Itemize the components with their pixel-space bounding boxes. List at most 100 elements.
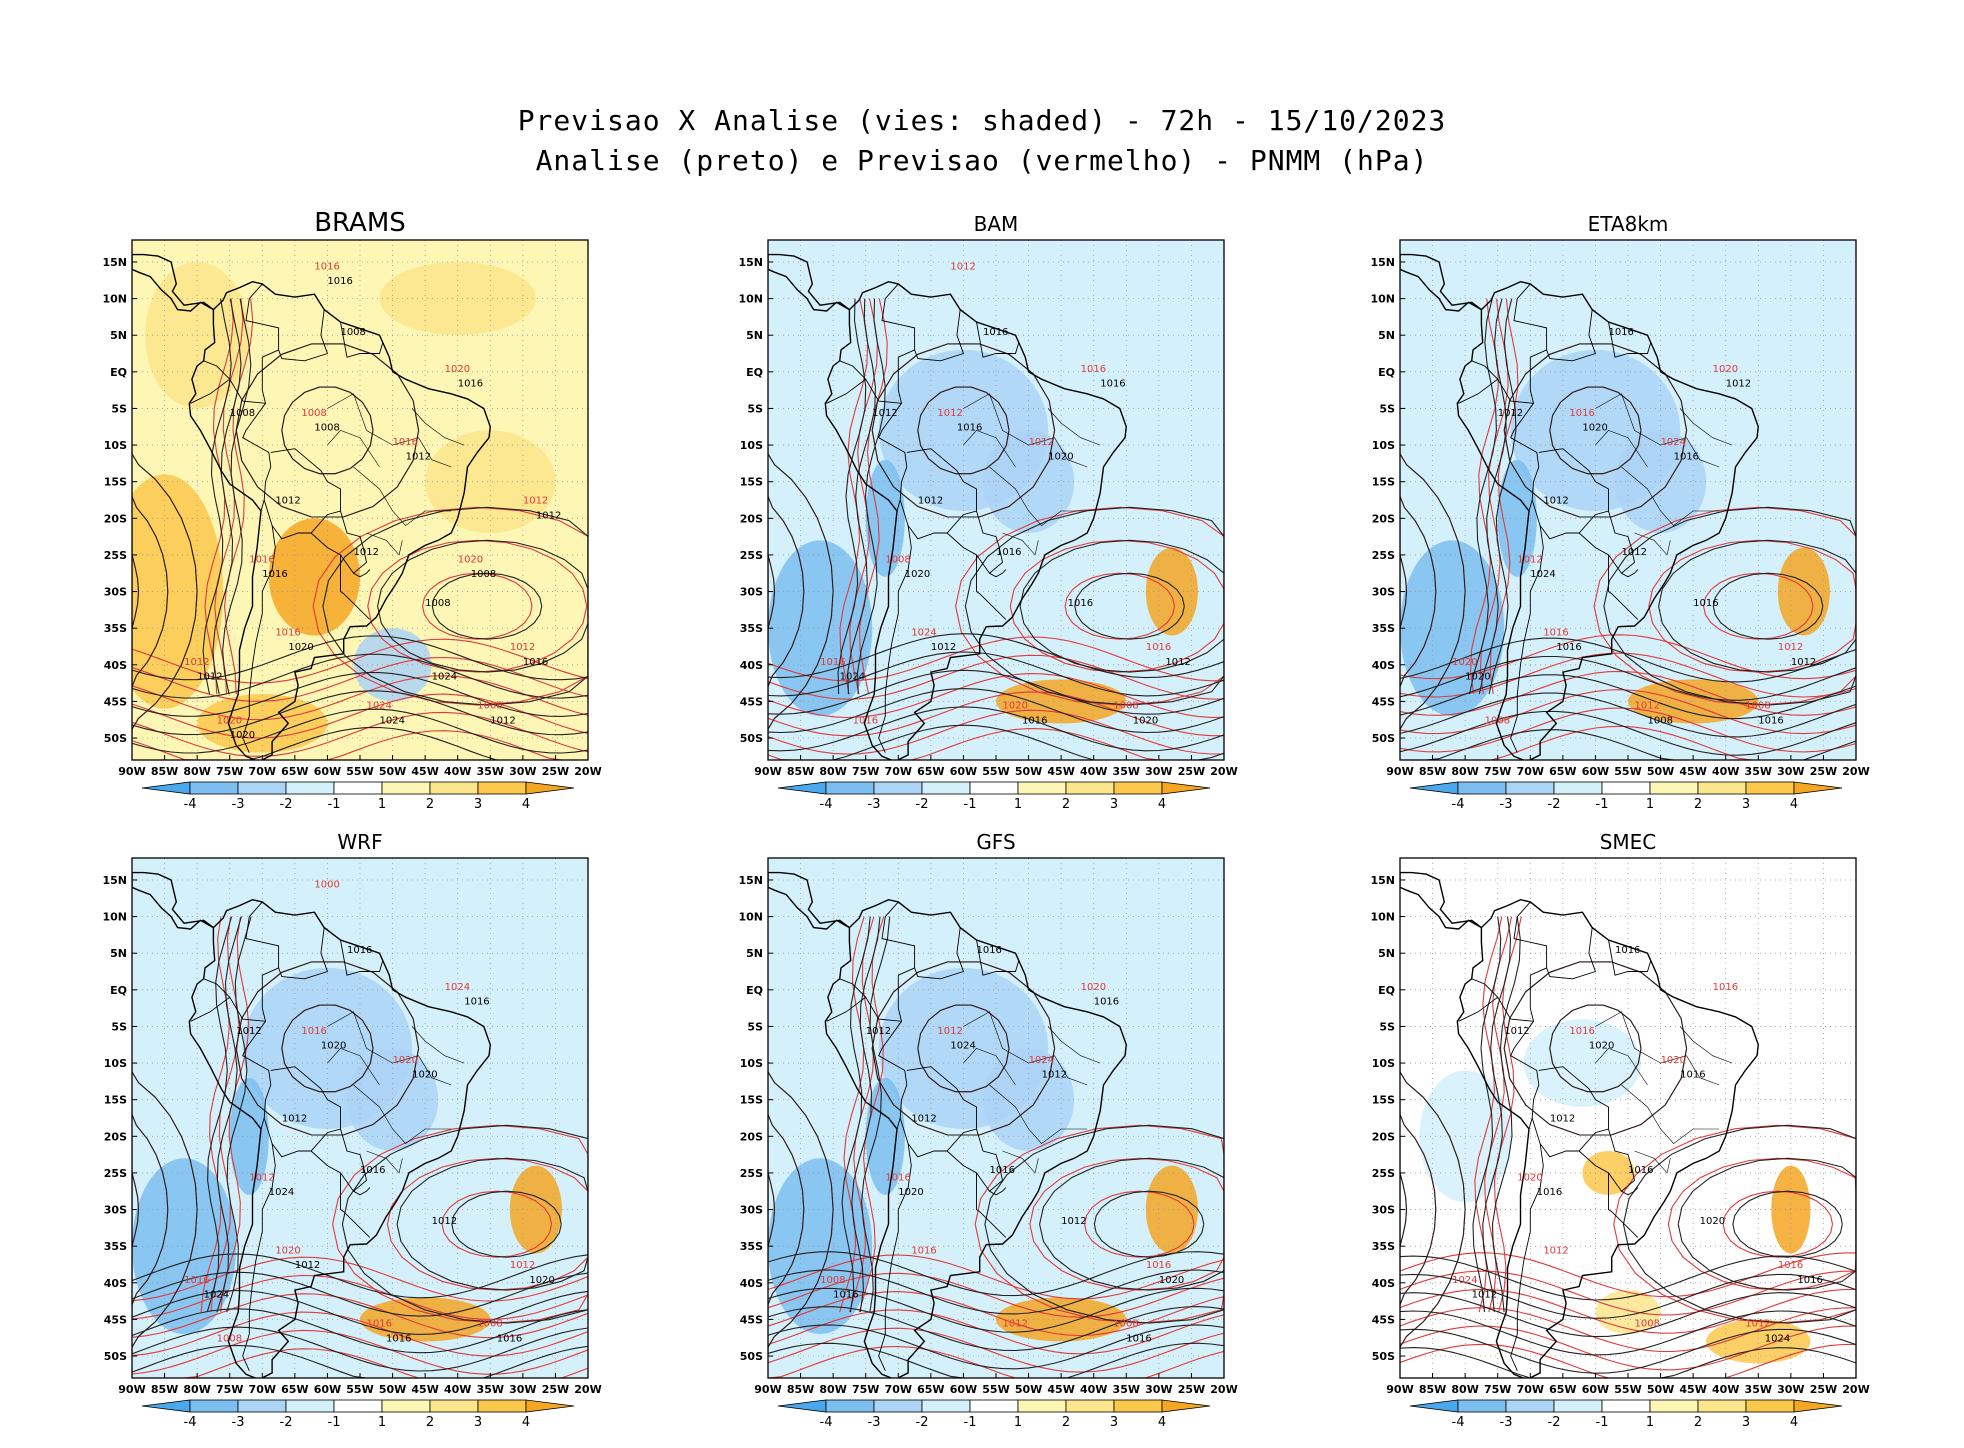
isobar-line [955, 506, 1224, 706]
lat-tick-label: 15N [102, 874, 127, 887]
map-svg: WRF 1016 1012 1012 1016 1012 1020 1016 1020 1024 1… [102, 830, 601, 1430]
isobar-line [1488, 298, 1517, 695]
lat-tick-label: EQ [110, 366, 127, 379]
colorbar-label: -3 [1500, 1415, 1513, 1430]
isobar-line [132, 635, 588, 681]
colorbar-label: 1 [1014, 1415, 1022, 1430]
isobar-line [1667, 1157, 1856, 1291]
isobar-line [1468, 298, 1497, 695]
isobar-line [367, 539, 588, 673]
colorbar-segment [1697, 781, 1747, 795]
country-border [242, 525, 276, 753]
lat-tick-label: 20S [1372, 1130, 1395, 1143]
isobar-line [1503, 343, 1688, 518]
country-border [976, 321, 1020, 358]
lon-tick-label: 75W [852, 765, 879, 778]
isobar-label-forecast: 1020 [458, 554, 483, 565]
colorbar-label: -4 [820, 797, 833, 812]
isobar-label-forecast: 1008 [1485, 715, 1510, 726]
lat-tick-label: 30S [740, 1204, 763, 1217]
colorbar-label: -4 [1452, 797, 1465, 812]
isobar-line [451, 1190, 562, 1258]
colorbar-segment [873, 781, 923, 795]
lat-tick-label: 5N [746, 947, 763, 960]
colorbar-extend-right [1161, 781, 1211, 795]
isobar-line [768, 669, 1224, 715]
isobar-line [200, 916, 230, 1313]
bias-shade [1400, 540, 1505, 717]
colorbar-label: 2 [426, 1415, 434, 1430]
panel-title: WRF [337, 830, 382, 854]
lat-tick-label: 5S [111, 1020, 127, 1033]
lon-tick-label: 85W [151, 765, 178, 778]
lat-tick-label: 25S [104, 1167, 127, 1180]
isobar-label-forecast: 1012 [1003, 1319, 1028, 1330]
state-border [366, 532, 403, 556]
isobar-label-analysis: 1012 [1621, 547, 1646, 558]
isobar-label-analysis: 1016 [1615, 945, 1640, 956]
lat-tick-label: 45S [104, 1313, 127, 1326]
isobar-line [847, 298, 876, 695]
isobar-line [849, 298, 878, 695]
colorbar-label: 1 [1646, 797, 1654, 812]
isobar-label-forecast: 1020 [393, 1055, 418, 1066]
colorbar-label: -1 [964, 1415, 977, 1430]
isobar-line [768, 724, 1224, 760]
isobar-label-analysis: 1020 [1048, 452, 1073, 463]
lat-tick-label: 5S [1379, 1020, 1395, 1033]
isobar-line [768, 706, 1224, 752]
isobar-label-forecast: 1012 [1778, 642, 1803, 653]
lon-tick-label: 30W [509, 765, 536, 778]
lat-tick-label: 20S [1372, 512, 1395, 525]
isobar-label-analysis: 1020 [1589, 1040, 1614, 1051]
bias-shade [197, 694, 328, 753]
isobar-label-forecast: 1012 [510, 642, 535, 653]
isobar-line [768, 651, 1224, 697]
colorbar-label: -3 [232, 1415, 245, 1430]
state-border [1621, 1084, 1720, 1145]
isobar-line [1400, 670, 1856, 716]
isobar-line [341, 1124, 588, 1324]
colorbar-label: -2 [916, 797, 929, 812]
lat-tick-label: 50S [104, 732, 127, 745]
colorbar-segment [189, 781, 239, 795]
colorbar-extend-right [1793, 1399, 1843, 1413]
isobar-line [1029, 1157, 1224, 1291]
country-border [1458, 360, 1499, 404]
isobar-label-forecast: 1020 [1661, 1055, 1686, 1066]
country-border [865, 283, 916, 404]
lat-tick-label: 10S [740, 1057, 763, 1070]
isobar-line [1722, 1190, 1834, 1258]
country-border [878, 525, 912, 753]
state-border [1595, 1011, 1720, 1086]
colorbar-label: 4 [522, 1415, 530, 1430]
lon-tick-label: 65W [1549, 765, 1576, 778]
country-border [878, 1143, 912, 1371]
isobar-line [1400, 1347, 1856, 1378]
isobar-line [132, 638, 588, 684]
isobar-line [132, 1101, 169, 1318]
isobar-line [1400, 729, 1856, 760]
isobar-line [202, 298, 232, 695]
lon-tick-label: 40W [1080, 1383, 1107, 1396]
colorbar: -4 -3 -2 -1 1 2 3 4 [141, 1399, 575, 1430]
isobar-label-forecast: 1016 [1146, 642, 1171, 653]
isobar-label-forecast: 1020 [275, 1245, 300, 1256]
country-border [1578, 510, 1635, 574]
colorbar-extend-left [1409, 1399, 1459, 1413]
lat-tick-label: 30S [1372, 1204, 1395, 1217]
isobar-label-analysis: 1012 [1550, 1114, 1575, 1125]
isobar-line [1603, 506, 1856, 706]
isobar-line [235, 343, 420, 518]
isobar-label-analysis: 1008 [314, 422, 339, 433]
lon-tick-label: 50W [1647, 1383, 1674, 1396]
isobar-line [768, 1269, 1224, 1315]
isobar-label-analysis: 1012 [353, 547, 378, 558]
colorbar-label: 1 [1646, 1415, 1654, 1430]
lat-tick-label: 25S [1372, 549, 1395, 562]
isobar-line [1400, 710, 1856, 756]
lon-tick-label: 55W [346, 1383, 373, 1396]
lat-tick-label: 15N [102, 256, 127, 269]
isobar-line [1400, 1307, 1856, 1353]
colorbar-label: 4 [1158, 797, 1166, 812]
